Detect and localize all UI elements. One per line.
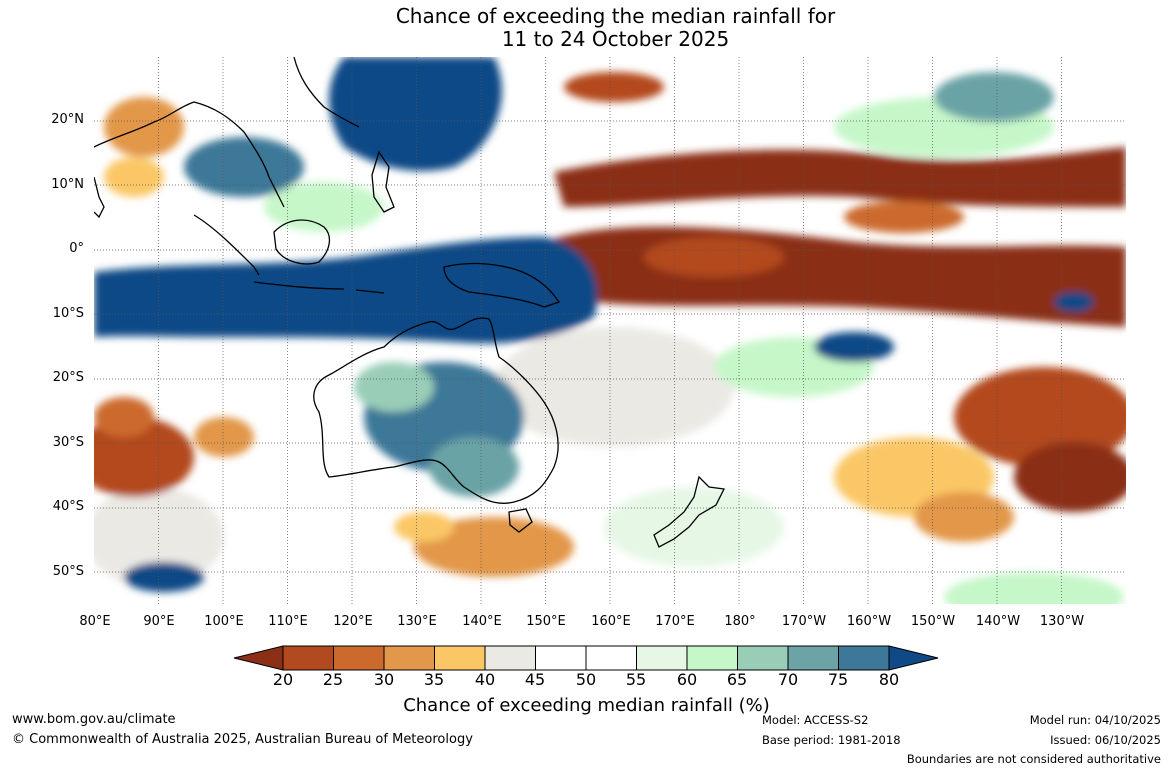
lon-label-160e: 160°E bbox=[591, 614, 631, 629]
lon-label-120e: 120°E bbox=[333, 614, 373, 629]
borneo-coast bbox=[273, 219, 331, 265]
lat-label-30s: 30°S bbox=[52, 435, 84, 450]
colorbar-tick: 55 bbox=[625, 670, 647, 689]
lon-label-140e: 140°E bbox=[462, 614, 502, 629]
colorbar-tick: 25 bbox=[322, 670, 344, 689]
colorbar-cell bbox=[383, 645, 435, 671]
colorbar-under-arrow bbox=[233, 645, 284, 671]
lon-label-90e: 90°E bbox=[143, 614, 175, 629]
colorbar-cell bbox=[737, 645, 789, 671]
colorbar-cell bbox=[434, 645, 486, 671]
colorbar-tick: 80 bbox=[878, 670, 900, 689]
colorbar-cell bbox=[282, 645, 334, 671]
sumatra-java-coast bbox=[193, 214, 385, 294]
colorbar-tick: 40 bbox=[474, 670, 496, 689]
colorbar-tick: 70 bbox=[777, 670, 799, 689]
sri-lanka-india-coast bbox=[94, 176, 105, 219]
philippines-coast bbox=[371, 150, 395, 213]
lon-label-160w: 160°W bbox=[846, 614, 892, 629]
tasmania-coast bbox=[508, 508, 533, 533]
lat-label-40s: 40°S bbox=[52, 499, 84, 514]
rainfall-map bbox=[94, 57, 1126, 604]
lon-label-150w: 150°W bbox=[910, 614, 956, 629]
colorbar-tick: 30 bbox=[373, 670, 395, 689]
map-canvas bbox=[94, 57, 1126, 604]
model-run-date: Model run: 04/10/2025 bbox=[1029, 713, 1161, 727]
australia-coast bbox=[313, 317, 559, 504]
lat-label-50s: 50°S bbox=[52, 564, 84, 579]
colorbar-tick: 50 bbox=[575, 670, 597, 689]
boundary-disclaimer: Boundaries are not considered authoritat… bbox=[906, 752, 1161, 766]
lat-label-10s: 10°S bbox=[52, 306, 84, 321]
colorbar-tick: 35 bbox=[423, 670, 445, 689]
colorbar-cell bbox=[636, 645, 688, 671]
lon-label-130e: 130°E bbox=[397, 614, 437, 629]
lon-label-140w: 140°W bbox=[975, 614, 1021, 629]
new-guinea-coast bbox=[443, 262, 561, 308]
colorbar-cell bbox=[333, 645, 385, 671]
lat-label-10n: 10°N bbox=[51, 177, 84, 192]
lat-label-equator: 0° bbox=[69, 241, 84, 256]
title-line-1: Chance of exceeding the median rainfall … bbox=[395, 4, 836, 28]
lon-label-170w: 170°W bbox=[781, 614, 827, 629]
lon-label-170e: 170°E bbox=[655, 614, 695, 629]
colorbar-tick: 65 bbox=[726, 670, 748, 689]
base-period: Base period: 1981-2018 bbox=[762, 733, 901, 747]
website-link[interactable]: www.bom.gov.au/climate bbox=[12, 712, 176, 727]
colorbar-over-arrow bbox=[888, 645, 939, 671]
colorbar-cell bbox=[787, 645, 839, 671]
lat-label-20n: 20°N bbox=[51, 112, 84, 127]
title-line-2: 11 to 24 October 2025 bbox=[501, 27, 730, 51]
colorbar-tick: 20 bbox=[272, 670, 294, 689]
coastlines bbox=[94, 57, 725, 548]
colorbar-label: Chance of exceeding median rainfall (%) bbox=[403, 695, 770, 716]
lon-label-100e: 100°E bbox=[204, 614, 244, 629]
colorbar-cell bbox=[585, 645, 637, 671]
colorbar-tick: 60 bbox=[676, 670, 698, 689]
model-name: Model: ACCESS-S2 bbox=[762, 713, 869, 727]
lon-label-130w: 130°W bbox=[1039, 614, 1085, 629]
graticule bbox=[94, 57, 1126, 604]
lon-label-150e: 150°E bbox=[526, 614, 566, 629]
colorbar-cell bbox=[484, 645, 536, 671]
lon-label-180: 180° bbox=[724, 614, 756, 629]
colorbar-cell bbox=[838, 645, 890, 671]
copyright-text: © Commonwealth of Australia 2025, Austra… bbox=[12, 732, 473, 747]
colorbar-cell bbox=[686, 645, 738, 671]
lat-label-20s: 20°S bbox=[52, 370, 84, 385]
asia-coast bbox=[94, 57, 360, 208]
map-title: Chance of exceeding the median rainfall … bbox=[0, 5, 1173, 51]
issued-date: Issued: 06/10/2025 bbox=[1050, 733, 1161, 747]
lon-label-80e: 80°E bbox=[79, 614, 111, 629]
new-zealand-coast bbox=[653, 475, 725, 548]
lon-label-110e: 110°E bbox=[268, 614, 308, 629]
colorbar bbox=[233, 645, 939, 671]
colorbar-tick: 45 bbox=[524, 670, 546, 689]
colorbar-cell bbox=[535, 645, 587, 671]
colorbar-tick: 75 bbox=[827, 670, 849, 689]
